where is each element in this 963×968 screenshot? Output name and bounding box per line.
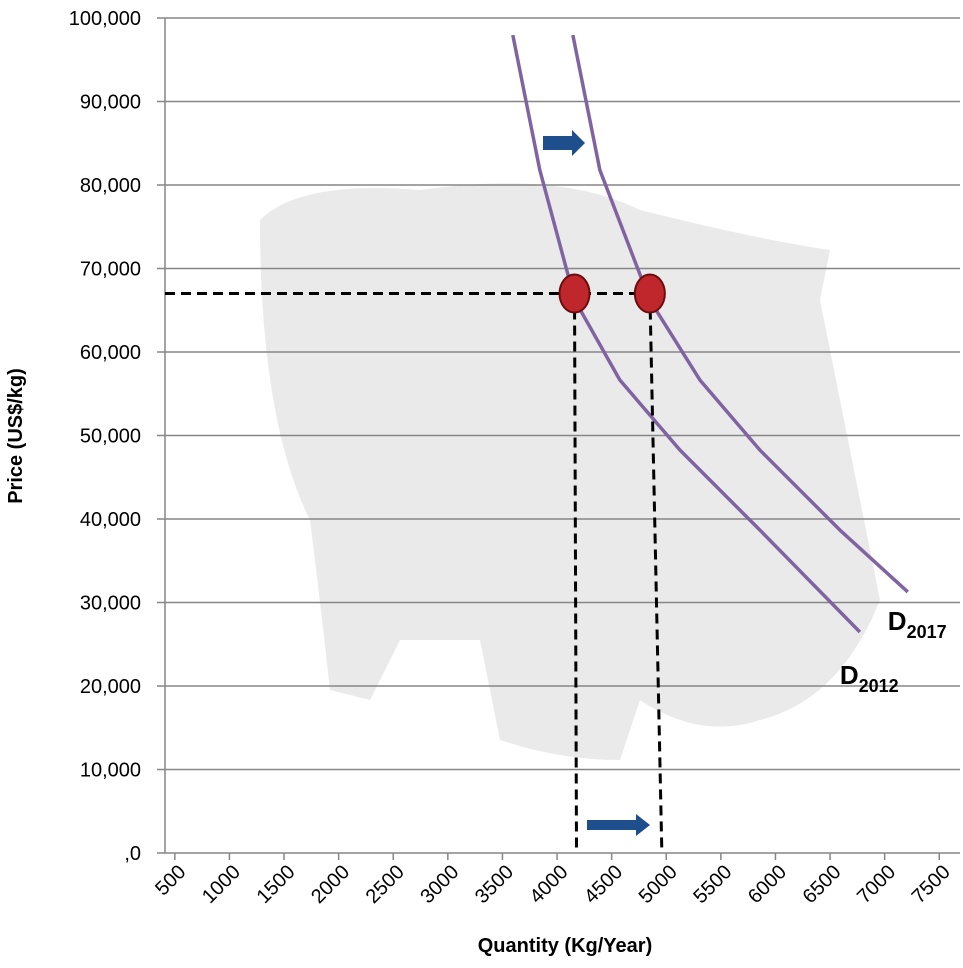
curve-label: D2012 [840, 660, 899, 696]
background-figure [260, 183, 880, 760]
y-axis-title: Price (US$/kg) [5, 368, 27, 504]
y-tick-label: ,0 [124, 843, 141, 865]
chart: Price (US$/kg) Quantity (Kg/Year) ,0 10,0… [0, 0, 963, 968]
y-tick-label: 30,000 [80, 593, 141, 615]
x-tick-label: 5000 [635, 861, 682, 908]
y-tick-label: 10,000 [80, 760, 141, 782]
y-tick-label: 80,000 [80, 175, 141, 197]
y-tick-label: 20,000 [80, 676, 141, 698]
x-tick-label: 7000 [853, 861, 900, 908]
x-tick-label: 2500 [362, 861, 409, 908]
x-tick-label: 6000 [744, 861, 791, 908]
y-tick-label: 40,000 [80, 509, 141, 531]
y-tick-label: 100,000 [69, 8, 141, 30]
equilibrium-point [560, 275, 590, 313]
x-tick-label: 3000 [416, 861, 463, 908]
x-tick-label: 7500 [908, 861, 955, 908]
x-tick-label: 1500 [253, 861, 300, 908]
x-tick-label: 5500 [689, 861, 736, 908]
y-tick-label: 90,000 [80, 92, 141, 114]
y-tick-label: 70,000 [80, 259, 141, 281]
x-tick-label: 2000 [307, 861, 354, 908]
y-tick-label: 50,000 [80, 426, 141, 448]
x-tick-label: 4500 [580, 861, 627, 908]
equilibrium-point [635, 275, 665, 313]
curve-label: D2017 [888, 606, 947, 642]
x-tick-label: 4000 [526, 861, 573, 908]
y-tick-label: 60,000 [80, 342, 141, 364]
x-tick-label: 500 [151, 861, 190, 900]
x-tick-label: 1000 [198, 861, 245, 908]
x-tick-label: 3500 [471, 861, 518, 908]
x-axis-title: Quantity (Kg/Year) [478, 935, 652, 957]
x-tick-label: 6500 [799, 861, 846, 908]
